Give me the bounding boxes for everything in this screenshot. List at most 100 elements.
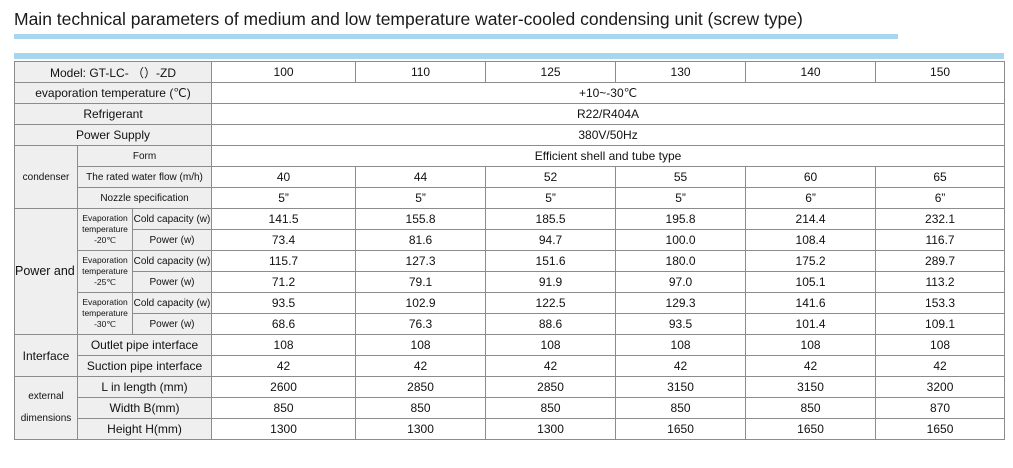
table-cell: 1650 bbox=[745, 418, 877, 440]
table-cell: 55 bbox=[615, 166, 747, 188]
table-cell: 113.2 bbox=[875, 271, 1006, 293]
table-cell: 100.0 bbox=[615, 229, 747, 251]
table-cell: 108 bbox=[875, 334, 1006, 356]
table-cell: 1300 bbox=[485, 418, 617, 440]
table-cell: 60 bbox=[745, 166, 877, 188]
table-cell: 42 bbox=[485, 355, 617, 377]
table-row: Height H(mm) 1300 1300 1300 1650 1650 16… bbox=[15, 418, 1006, 440]
page-title: Main technical parameters of medium and … bbox=[14, 9, 803, 29]
table-cell: 5” bbox=[615, 187, 747, 209]
table-row: Nozzle specification 5” 5” 5” 5” 6” 6” bbox=[15, 187, 1006, 209]
table-row: Evaporation temperature -25℃ Cold capaci… bbox=[15, 250, 1006, 293]
table-row: Power (w) 68.6 76.3 88.6 93.5 101.4 109.… bbox=[15, 313, 1006, 335]
temp-label: Evaporation temperature -30℃ bbox=[77, 292, 133, 335]
table-cell: 108 bbox=[355, 334, 487, 356]
table-cell: 116.7 bbox=[875, 229, 1006, 251]
table-cell: 42 bbox=[875, 355, 1006, 377]
table-cell: 109.1 bbox=[875, 313, 1006, 335]
table-cell: 5” bbox=[211, 187, 357, 209]
table-header-row: Model: GT-LC- （）-ZD 100 110 125 130 140 … bbox=[13, 61, 1006, 83]
model-col: 110 bbox=[355, 61, 487, 83]
table-cell: 127.3 bbox=[355, 250, 487, 272]
table-cell: 850 bbox=[211, 397, 357, 419]
table-cell: 102.9 bbox=[355, 292, 487, 314]
table-row: Power (w) 73.4 81.6 94.7 100.0 108.4 116… bbox=[15, 229, 1006, 251]
width-label: Width B(mm) bbox=[76, 397, 213, 419]
table-cell: 1650 bbox=[615, 418, 747, 440]
table-cell: 65 bbox=[875, 166, 1006, 188]
table-row: condenser Form Efficient shell and tube … bbox=[14, 145, 1006, 209]
table-cell: 94.7 bbox=[485, 229, 617, 251]
table-cell: 81.6 bbox=[355, 229, 487, 251]
dimensions-group-label: external dimensions bbox=[14, 376, 78, 440]
temp-label: Evaporation temperature -25℃ bbox=[77, 250, 133, 293]
table-cell: 850 bbox=[615, 397, 747, 419]
parameters-table: Model: GT-LC- （）-ZD 100 110 125 130 140 … bbox=[13, 61, 1006, 440]
power-supply-label: Power Supply bbox=[13, 124, 213, 146]
cold-capacity-label: Cold capacity (w) bbox=[131, 250, 213, 272]
cold-capacity-label: Cold capacity (w) bbox=[131, 292, 213, 314]
table-cell: 40 bbox=[211, 166, 357, 188]
table-cell: 3150 bbox=[615, 376, 747, 398]
table-row: Evaporation temperature -30℃ Cold capaci… bbox=[15, 292, 1006, 335]
table-cell: 79.1 bbox=[355, 271, 487, 293]
table-cell: 6” bbox=[745, 187, 877, 209]
table-cell: 175.2 bbox=[745, 250, 877, 272]
table-cell: 129.3 bbox=[615, 292, 747, 314]
table-cell: 151.6 bbox=[485, 250, 617, 272]
table-row: Width B(mm) 850 850 850 850 850 870 bbox=[15, 397, 1006, 419]
title-underline bbox=[14, 34, 898, 39]
table-cell: 141.5 bbox=[211, 208, 357, 230]
model-col: 125 bbox=[485, 61, 617, 83]
table-cell: 97.0 bbox=[615, 271, 747, 293]
power-label: Power (w) bbox=[131, 313, 213, 335]
table-cell: 42 bbox=[211, 355, 357, 377]
interface-group-label: Interface bbox=[14, 334, 78, 377]
table-row: The rated water flow (m/h) 40 44 52 55 6… bbox=[15, 166, 1006, 188]
table-cell: 88.6 bbox=[485, 313, 617, 335]
table-row: evaporation temperature (℃) +10~-30℃ bbox=[13, 82, 1006, 104]
outlet-label: Outlet pipe interface bbox=[76, 334, 213, 356]
table-cell: 105.1 bbox=[745, 271, 877, 293]
table-cell: 44 bbox=[355, 166, 487, 188]
capacity-group-label: Power and cooling capacity bbox=[14, 208, 78, 335]
evaporation-label: evaporation temperature (℃) bbox=[13, 82, 213, 104]
refrigerant-value: R22/R404A bbox=[211, 103, 1006, 125]
table-cell: 6” bbox=[875, 187, 1006, 209]
table-cell: 1650 bbox=[875, 418, 1006, 440]
table-cell: 870 bbox=[875, 397, 1006, 419]
table-cell: 91.9 bbox=[485, 271, 617, 293]
table-cell: 185.5 bbox=[485, 208, 617, 230]
cold-capacity-label: Cold capacity (w) bbox=[131, 208, 213, 230]
table-cell: 115.7 bbox=[211, 250, 357, 272]
table-cell: 93.5 bbox=[615, 313, 747, 335]
table-cell: 76.3 bbox=[355, 313, 487, 335]
table-cell: 141.6 bbox=[745, 292, 877, 314]
table-cell: 71.2 bbox=[211, 271, 357, 293]
table-cell: 42 bbox=[615, 355, 747, 377]
evaporation-value: +10~-30℃ bbox=[211, 82, 1006, 104]
power-supply-value: 380V/50Hz bbox=[211, 124, 1006, 146]
table-cell: 5” bbox=[485, 187, 617, 209]
model-col: 100 bbox=[211, 61, 357, 83]
table-cell: 108 bbox=[745, 334, 877, 356]
power-label: Power (w) bbox=[131, 271, 213, 293]
form-value: Efficient shell and tube type bbox=[211, 145, 1006, 167]
table-row: Interface Outlet pipe interface 108 108 … bbox=[14, 334, 1006, 377]
model-col: 130 bbox=[615, 61, 747, 83]
height-label: Height H(mm) bbox=[76, 418, 213, 440]
water-flow-label: The rated water flow (m/h) bbox=[76, 166, 213, 188]
table-row: Power Supply 380V/50Hz bbox=[13, 124, 1006, 146]
table-cell: 3200 bbox=[875, 376, 1006, 398]
table-top-band bbox=[14, 53, 1004, 59]
refrigerant-label: Refrigerant bbox=[13, 103, 213, 125]
table-cell: 214.4 bbox=[745, 208, 877, 230]
table-cell: 2600 bbox=[211, 376, 357, 398]
nozzle-label: Nozzle specification bbox=[76, 187, 213, 209]
model-label: Model: GT-LC- （）-ZD bbox=[13, 61, 213, 83]
table-row: Suction pipe interface 42 42 42 42 42 42 bbox=[15, 355, 1006, 377]
table-row: Power and cooling capacity Evaporation t… bbox=[14, 208, 1006, 335]
length-label: L in length (mm) bbox=[76, 376, 213, 398]
table-cell: 1300 bbox=[355, 418, 487, 440]
table-cell: 42 bbox=[745, 355, 877, 377]
